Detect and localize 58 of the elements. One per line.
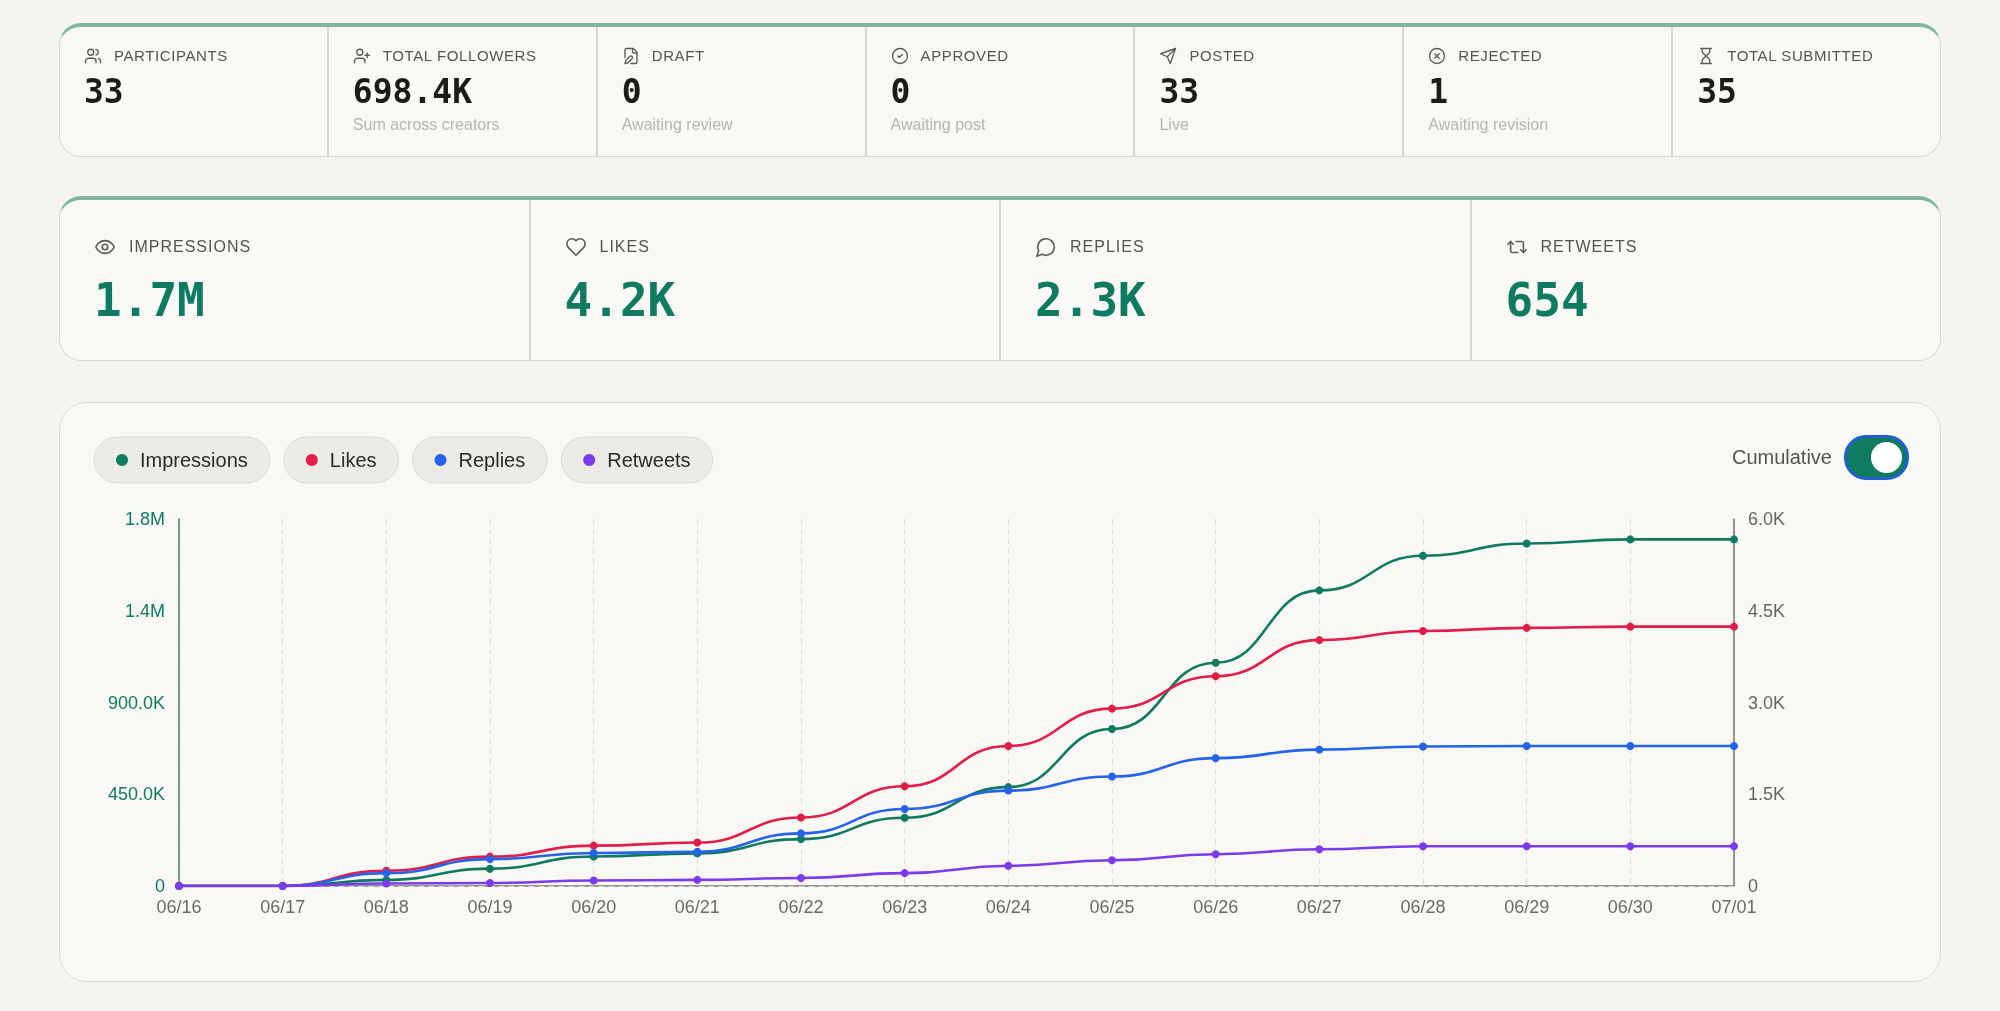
text: IMPRESSIONS <box>129 237 252 257</box>
text: APPROVED <box>920 46 1009 66</box>
legend-label: Impressions <box>140 449 248 471</box>
x-tick-label: 06/25 <box>1089 897 1135 917</box>
x-tick-label: 06/17 <box>260 897 306 917</box>
data-label: 698.4K <box>352 72 473 111</box>
text: Sum across creators <box>352 115 501 135</box>
y-tick-label: 450.0K <box>107 784 165 805</box>
x-tick-label: 06/29 <box>1504 897 1550 917</box>
x-tick-label: 06/26 <box>1193 897 1239 917</box>
data-label: 33 <box>84 72 124 111</box>
text: Cumulative <box>1731 446 1832 469</box>
text: REPLIES <box>1070 237 1145 257</box>
y2-tick-label: 3.0K <box>1748 692 1786 713</box>
x-tick-label: 06/28 <box>1400 897 1446 917</box>
y-tick-label: 0 <box>154 876 165 896</box>
data-label: 4.2K <box>564 273 676 327</box>
text: LIKES <box>599 237 650 257</box>
text: PARTICIPANTS <box>114 46 228 66</box>
x-tick-label: 06/27 <box>1296 897 1342 917</box>
y2-tick-label: 4.5K <box>1748 600 1786 621</box>
x-tick-label: 06/21 <box>674 897 720 917</box>
y-tick-label: 1.4M <box>124 600 165 621</box>
y-tick-label: 1.8M <box>124 509 165 529</box>
x-tick-label: 06/30 <box>1607 897 1653 917</box>
text: POSTED <box>1189 46 1255 66</box>
y2-tick-label: 0 <box>1748 876 1759 896</box>
x-tick-label: 06/22 <box>778 897 824 917</box>
legend-label: Likes <box>329 449 377 471</box>
text: Awaiting post <box>890 115 987 135</box>
x-tick-label: 06/18 <box>363 897 409 917</box>
y2-tick-label: 1.5K <box>1748 784 1786 805</box>
text: TOTAL SUBMITTED <box>1727 46 1874 66</box>
text: DRAFT <box>651 46 705 66</box>
legend-label: Retweets <box>607 449 691 471</box>
text: Awaiting revision <box>1428 115 1550 135</box>
text: REJECTED <box>1458 46 1543 66</box>
data-label: 2.3K <box>1035 273 1146 327</box>
x-tick-label: 06/23 <box>882 897 928 917</box>
text: TOTAL FOLLOWERS <box>382 46 537 66</box>
data-label: 0 <box>890 72 911 111</box>
legend-label: Replies <box>458 449 526 471</box>
data-label: 33 <box>1159 72 1200 111</box>
y-tick-label: 900.0K <box>107 692 165 713</box>
data-label: 1.7M <box>94 273 205 327</box>
x-tick-label: 06/16 <box>156 897 202 917</box>
text: RETWEETS <box>1540 237 1638 257</box>
x-tick-label: 07/01 <box>1711 897 1757 917</box>
x-tick-label: 06/19 <box>467 897 513 917</box>
data-label: 0 <box>621 72 642 111</box>
y2-tick-label: 6.0K <box>1748 509 1786 529</box>
data-label: 1 <box>1428 72 1449 111</box>
data-label: 654 <box>1505 273 1589 327</box>
x-tick-label: 06/20 <box>571 897 617 917</box>
text: Awaiting review <box>621 115 734 135</box>
text: Live <box>1159 115 1190 135</box>
x-tick-label: 06/24 <box>985 897 1031 917</box>
data-label: 35 <box>1697 72 1737 111</box>
